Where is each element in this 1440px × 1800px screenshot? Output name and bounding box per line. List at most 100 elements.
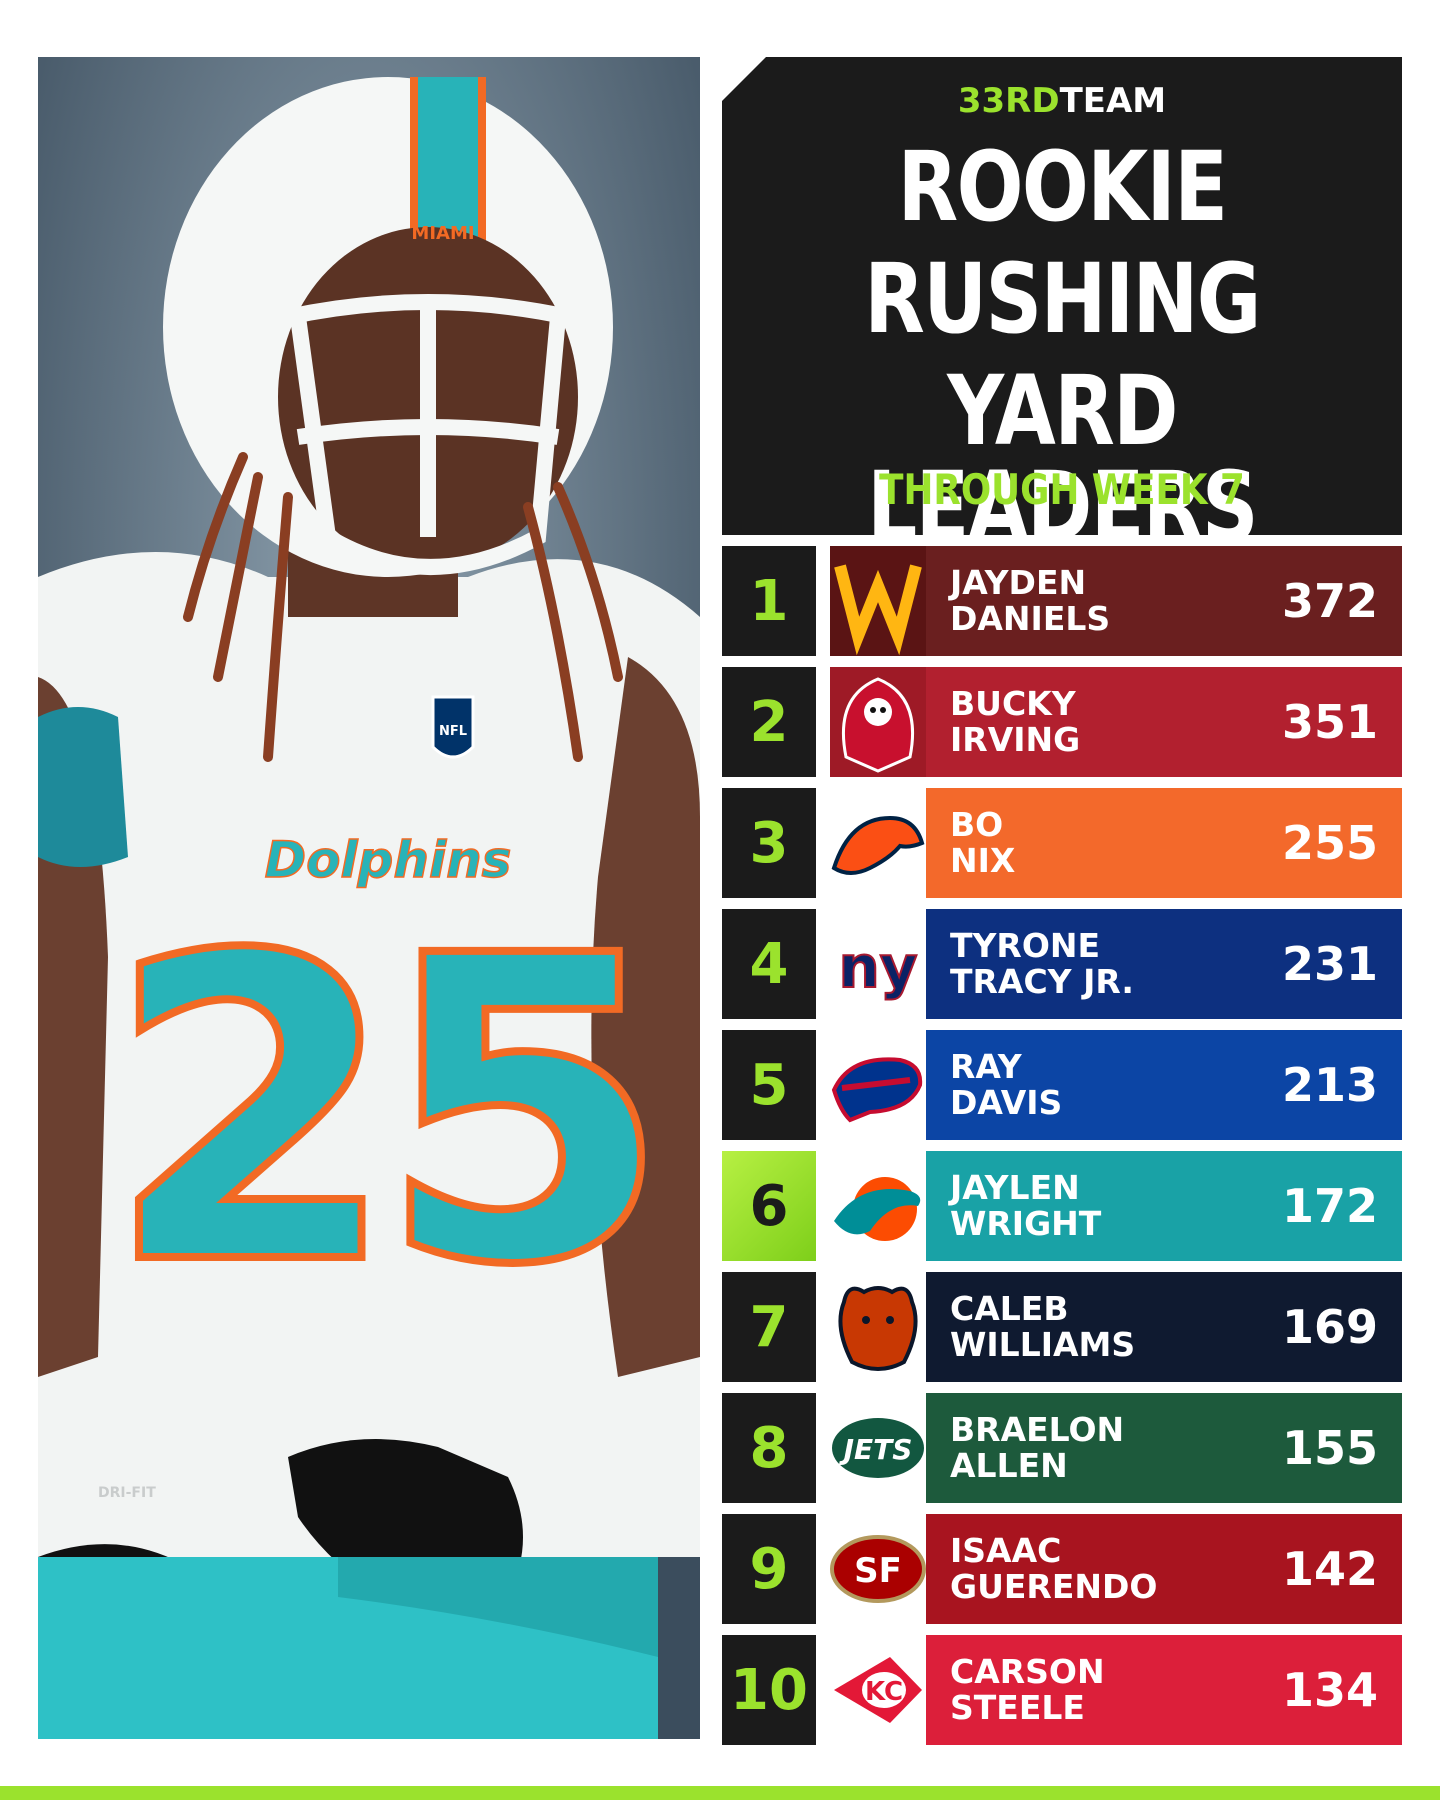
player-name: RAY DAVIS [950,1049,1252,1121]
subtitle: THROUGH WEEK 7 [879,465,1245,514]
rank-number: 4 [722,909,816,1019]
dolphins-logo [830,1151,926,1261]
player-last-name: GUERENDO [950,1567,1158,1606]
player-last-name: WILLIAMS [950,1325,1136,1364]
rank-number: 9 [722,1514,816,1624]
title-line-3: YARD LEADERS [867,355,1258,563]
jersey-number: 25 [106,868,650,1357]
player-name: BUCKY IRVING [950,686,1252,758]
player-last-name: ALLEN [950,1446,1068,1485]
player-name: CALEB WILLIAMS [950,1291,1252,1363]
header-panel: 33RDTEAM ROOKIE RUSHING YARD LEADERS THR… [722,57,1402,535]
leaderboard: 1 JAYDEN DANIELS 372 2 BUCKY IRVING 351 3 BO NIX 25… [722,546,1402,1756]
bills-logo-icon [830,1030,926,1140]
broncos-logo [830,788,926,898]
player-last-name: STEELE [950,1688,1085,1727]
jersey-text: Dolphins [265,831,512,889]
player-first-name: ISAAC [950,1531,1062,1570]
leader-bar: CALEB WILLIAMS 169 [830,1272,1402,1382]
player-first-name: BO [950,805,1004,844]
leader-row: 6 JAYLEN WRIGHT 172 [722,1151,1402,1261]
player-first-name: JAYLEN [950,1168,1080,1207]
player-first-name: BUCKY [950,684,1076,723]
chiefs-logo-icon: KC [830,1635,926,1745]
player-last-name: DAVIS [950,1083,1063,1122]
rushing-yards: 169 [1281,1300,1378,1354]
player-first-name: JAYDEN [950,563,1087,602]
player-photo: MIAMI NFL Dolphins 25 DRI-FIT [38,57,700,1739]
bears-logo [830,1272,926,1382]
rushing-yards: 142 [1281,1542,1378,1596]
leader-row: 1 JAYDEN DANIELS 372 [722,546,1402,656]
49ers-logo-icon: SF [830,1514,926,1624]
rank-number: 8 [722,1393,816,1503]
commanders-logo-icon [830,546,926,656]
leader-bar: RAY DAVIS 213 [830,1030,1402,1140]
player-first-name: TYRONE [950,926,1101,965]
rushing-yards: 372 [1281,574,1378,628]
helmet-text: MIAMI [411,223,474,244]
commanders-logo [830,546,926,656]
player-name: BRAELON ALLEN [950,1412,1252,1484]
leader-row: 10 KC CARSON STEELE 134 [722,1635,1402,1745]
jets-logo: JETS [830,1393,926,1503]
title-line-1: ROOKIE [897,131,1228,243]
leader-bar: ny TYRONE TRACY JR. 231 [830,909,1402,1019]
rushing-yards: 213 [1281,1058,1378,1112]
leader-bar: KC CARSON STEELE 134 [830,1635,1402,1745]
rushing-yards: 155 [1281,1421,1378,1475]
buccaneers-logo-icon [830,667,926,777]
rushing-yards: 255 [1281,816,1378,870]
player-name: ISAAC GUERENDO [950,1533,1252,1605]
jets-logo-icon: JETS [830,1393,926,1503]
49ers-logo: SF [830,1514,926,1624]
leader-row: 8 JETS BRAELON ALLEN 155 [722,1393,1402,1503]
brand-word: TEAM [1059,81,1167,121]
leader-bar: BUCKY IRVING 351 [830,667,1402,777]
player-name: JAYLEN WRIGHT [950,1170,1252,1242]
leader-row: 7 CALEB WILLIAMS 169 [722,1272,1402,1382]
rank-number: 2 [722,667,816,777]
svg-text:SF: SF [854,1551,902,1591]
brand-number: 33RD [957,81,1060,121]
rushing-yards: 172 [1281,1179,1378,1233]
player-last-name: DANIELS [950,599,1111,638]
leader-bar: JAYLEN WRIGHT 172 [830,1151,1402,1261]
svg-text:KC: KC [865,1677,903,1707]
dolphins-logo-icon [830,1151,926,1261]
nfl-badge-text: NFL [439,724,467,739]
player-last-name: WRIGHT [950,1204,1102,1243]
rank-number: 10 [722,1635,816,1745]
rank-number: 1 [722,546,816,656]
player-name: CARSON STEELE [950,1654,1252,1726]
svg-text:ny: ny [838,933,917,1001]
rank-number: 5 [722,1030,816,1140]
player-first-name: RAY [950,1047,1022,1086]
leader-row: 5 RAY DAVIS 213 [722,1030,1402,1140]
leader-bar: JAYDEN DANIELS 372 [830,546,1402,656]
chiefs-logo: KC [830,1635,926,1745]
giants-logo-icon: ny [830,909,926,1019]
brand-logo: 33RDTEAM [722,81,1402,121]
leader-row: 4 ny TYRONE TRACY JR. 231 [722,909,1402,1019]
bills-logo [830,1030,926,1140]
bears-logo-icon [830,1272,926,1382]
leader-row: 3 BO NIX 255 [722,788,1402,898]
sleeve-text: DRI-FIT [98,1485,156,1501]
leader-row: 2 BUCKY IRVING 351 [722,667,1402,777]
rushing-yards: 134 [1281,1663,1378,1717]
player-illustration: MIAMI NFL Dolphins 25 DRI-FIT [38,57,700,1739]
giants-logo: ny [830,909,926,1019]
player-first-name: BRAELON [950,1410,1125,1449]
player-name: TYRONE TRACY JR. [950,928,1252,1000]
player-first-name: CARSON [950,1652,1105,1691]
leader-row: 9 SF ISAAC GUERENDO 142 [722,1514,1402,1624]
title-line-2: RUSHING [864,243,1261,355]
rushing-yards: 351 [1281,695,1378,749]
rank-number: 3 [722,788,816,898]
player-last-name: NIX [950,841,1016,880]
player-last-name: IRVING [950,720,1081,759]
rushing-yards: 231 [1281,937,1378,991]
rank-number: 6 [722,1151,816,1261]
rank-number: 7 [722,1272,816,1382]
